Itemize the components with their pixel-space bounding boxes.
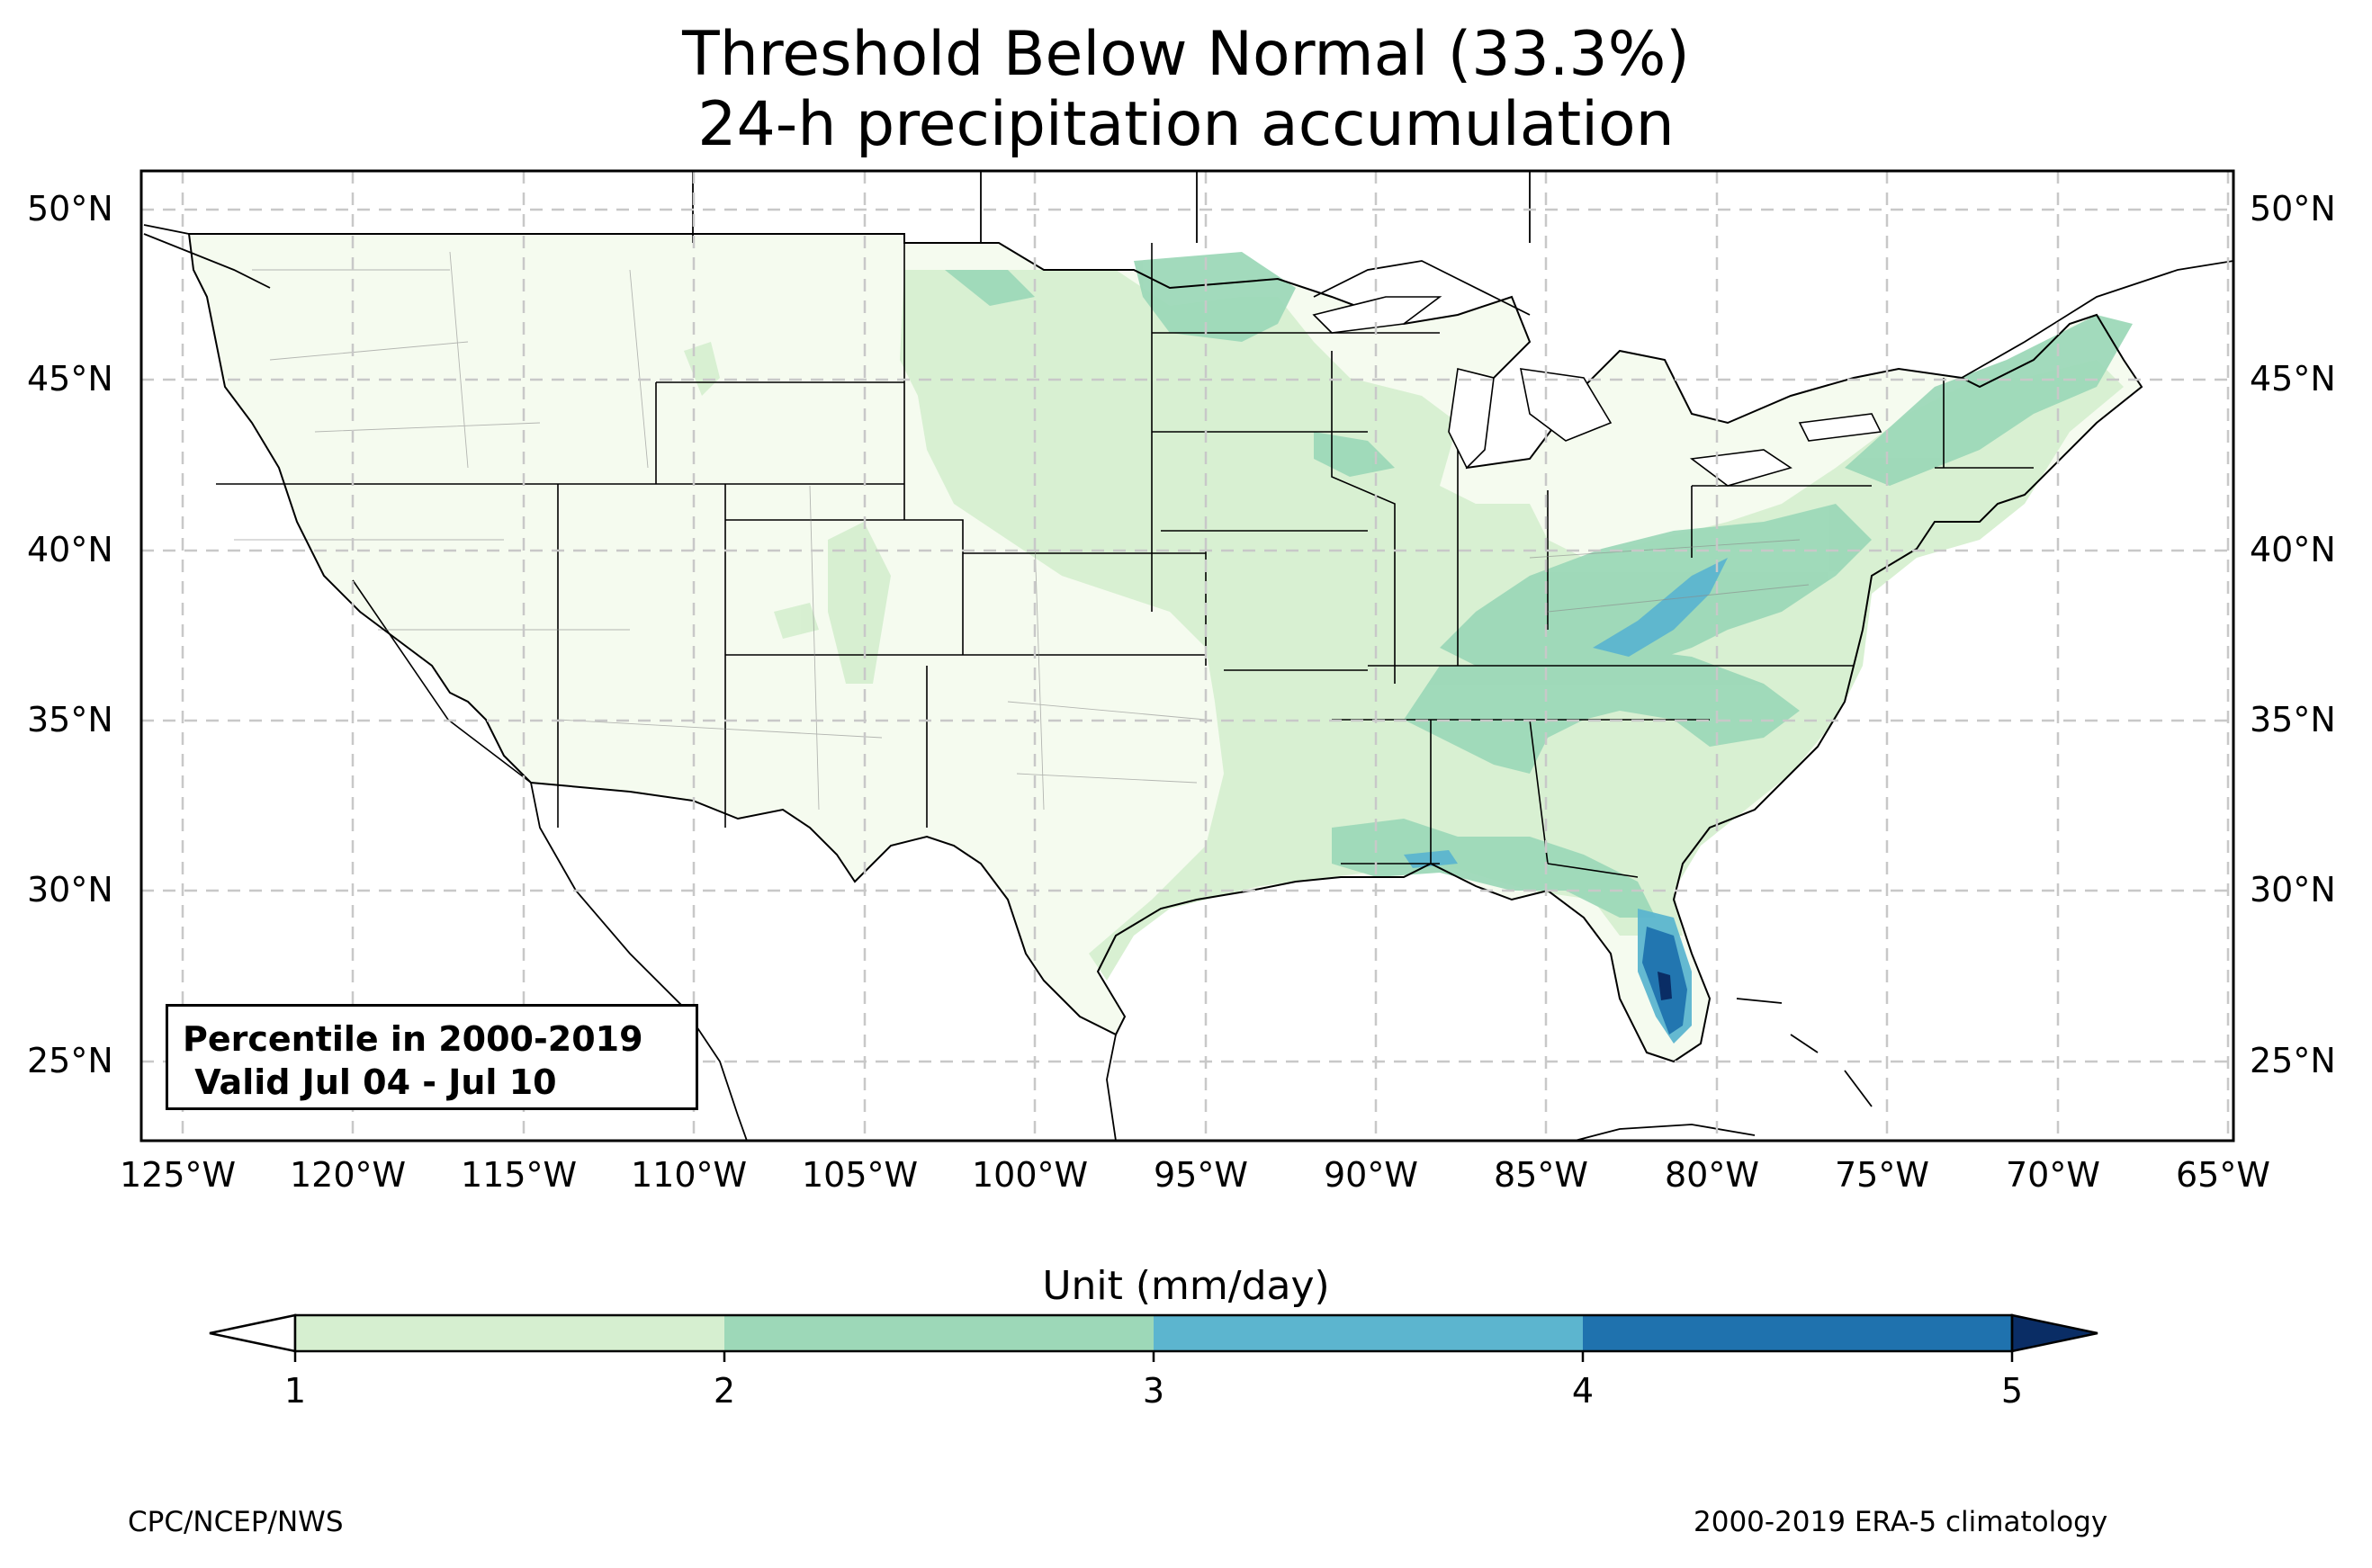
state-borders bbox=[216, 234, 2034, 878]
lat-label-left-40: 40°N bbox=[27, 530, 113, 569]
lon-label-80w: 80°W bbox=[1665, 1155, 1759, 1195]
county-lines bbox=[234, 251, 1810, 811]
lon-label-75w: 75°W bbox=[1835, 1155, 1929, 1195]
info-box-line2: Valid Jul 04 - Jul 10 bbox=[183, 1062, 557, 1102]
precip-level-1-rockies-b bbox=[828, 522, 891, 684]
precip-level-2-wisconsin bbox=[1314, 432, 1395, 477]
chart-title-line1: Threshold Below Normal (33.3%) bbox=[682, 19, 1690, 90]
lat-label-left-30: 30°N bbox=[27, 870, 113, 909]
lon-label-85w: 85°W bbox=[1494, 1155, 1588, 1195]
colorbar-extend-high bbox=[2010, 1313, 2098, 1353]
lat-label-right-35: 35°N bbox=[2250, 700, 2336, 739]
gridlines bbox=[141, 171, 2233, 1141]
precip-level-2-gulf-coast bbox=[1332, 819, 1656, 918]
colorbar-tick-4: 4 bbox=[1571, 1371, 1595, 1411]
precip-level-2-northeast bbox=[1845, 315, 2133, 486]
lat-label-left-35: 35°N bbox=[27, 700, 113, 739]
info-box: Percentile in 2000-2019 Valid Jul 04 - J… bbox=[166, 1004, 698, 1110]
lon-label-110w: 110°W bbox=[631, 1155, 748, 1195]
lat-label-right-40: 40°N bbox=[2250, 530, 2336, 569]
lon-label-70w: 70°W bbox=[2006, 1155, 2100, 1195]
colorbar-tick-5: 5 bbox=[2000, 1371, 2024, 1411]
lat-label-right-45: 45°N bbox=[2250, 359, 2336, 399]
info-box-line1: Percentile in 2000-2019 bbox=[183, 1019, 643, 1059]
lon-label-95w: 95°W bbox=[1154, 1155, 1248, 1195]
colorbar-tick-3: 3 bbox=[1142, 1371, 1165, 1411]
lon-label-120w: 120°W bbox=[290, 1155, 407, 1195]
lat-label-right-50: 50°N bbox=[2250, 189, 2336, 228]
lon-label-115w: 115°W bbox=[461, 1155, 578, 1195]
lon-label-65w: 65°W bbox=[2176, 1155, 2270, 1195]
colorbar-bin-3 bbox=[1154, 1315, 1583, 1351]
lat-label-left-25: 25°N bbox=[27, 1041, 113, 1080]
map-frame bbox=[139, 169, 2235, 1142]
lat-label-left-45: 45°N bbox=[27, 359, 113, 399]
lon-label-90w: 90°W bbox=[1324, 1155, 1418, 1195]
precip-level-3-kentucky-band bbox=[1593, 558, 1728, 657]
chart-title-line2: 24-h precipitation accumulation bbox=[697, 89, 1675, 160]
lon-label-125w: 125°W bbox=[120, 1155, 237, 1195]
lat-label-right-30: 30°N bbox=[2250, 870, 2336, 909]
lat-label-right-25: 25°N bbox=[2250, 1041, 2336, 1080]
footer-source: CPC/NCEP/NWS bbox=[128, 1506, 344, 1538]
precip-level-2-minnesota bbox=[1134, 252, 1296, 342]
colorbar-bin-4 bbox=[1583, 1315, 2012, 1351]
colorbar-title: Unit (mm/day) bbox=[1042, 1263, 1330, 1309]
colorbar bbox=[209, 1313, 2098, 1362]
precip-level-5-florida bbox=[1658, 972, 1672, 1000]
colorbar-tick-1: 1 bbox=[283, 1371, 307, 1411]
neighbor-coastlines bbox=[143, 171, 2233, 1141]
colorbar-bin-1 bbox=[295, 1315, 724, 1351]
precip-level-2-southeast bbox=[1404, 648, 1800, 774]
colorbar-tick-2: 2 bbox=[713, 1371, 736, 1411]
precip-level-1-rockies-c bbox=[774, 603, 819, 639]
precip-level-2-north-dakota bbox=[945, 270, 1035, 306]
lon-label-100w: 100°W bbox=[972, 1155, 1089, 1195]
great-lakes bbox=[1312, 296, 1882, 487]
footer-climatology: 2000-2019 ERA-5 climatology bbox=[1694, 1506, 2108, 1538]
colorbar-bin-2 bbox=[724, 1315, 1154, 1351]
colorbar-extend-low bbox=[209, 1313, 297, 1353]
lat-label-left-50: 50°N bbox=[27, 189, 113, 228]
coastline bbox=[187, 233, 2143, 1063]
lon-label-105w: 105°W bbox=[802, 1155, 919, 1195]
